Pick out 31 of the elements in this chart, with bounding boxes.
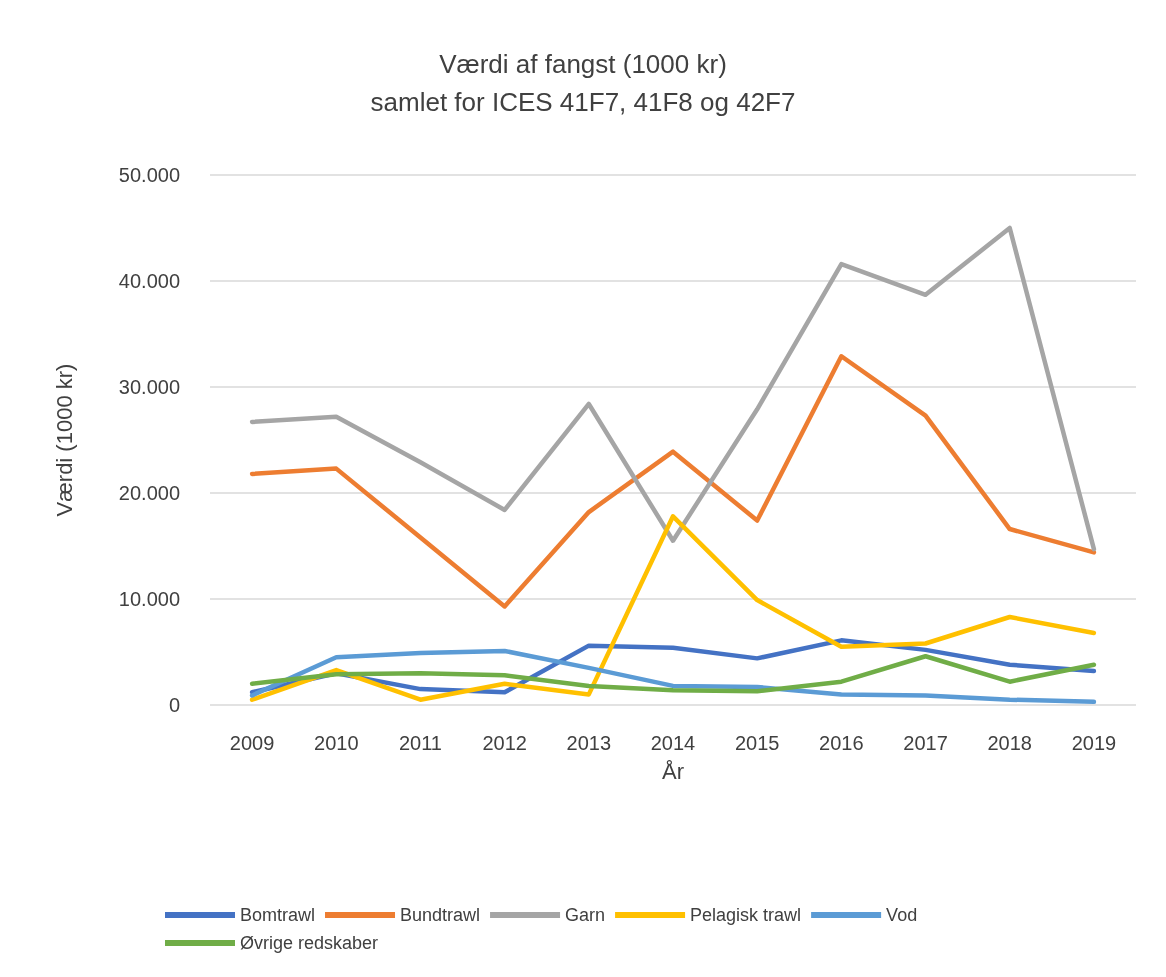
y-tick-label: 0	[168, 694, 180, 716]
y-tick-label: 50.000	[118, 164, 180, 186]
line-series	[249, 648, 1097, 705]
y-tick-label: 30.000	[118, 376, 180, 398]
x-tick-label: 2009	[229, 732, 275, 754]
legend-label: Bundtrawl	[400, 905, 481, 925]
line-series	[249, 225, 1097, 552]
x-tick-label: 2014	[650, 732, 696, 754]
line-series	[249, 514, 1097, 702]
x-tick-label: 2011	[398, 732, 442, 754]
legend-label: Øvrige redskaber	[240, 933, 379, 953]
x-tick-label: 2018	[987, 732, 1032, 754]
y-tick-label: 40.000	[118, 270, 180, 292]
legend-label: Pelagisk trawl	[690, 905, 802, 925]
x-tick-label: 2010	[314, 732, 359, 754]
y-tick-label: 10.000	[118, 588, 180, 610]
line-series	[249, 653, 1097, 694]
x-tick-label: 2016	[819, 732, 864, 754]
y-tick-label: 20.000	[118, 482, 180, 504]
legend-label: Garn	[565, 905, 606, 925]
x-tick-label: 2013	[566, 732, 612, 754]
y-axis-title: Værdi (1000 kr)	[51, 363, 77, 517]
line-series	[249, 354, 1097, 609]
x-tick-label: 2015	[734, 732, 780, 754]
x-tick-label: 2019	[1071, 732, 1117, 754]
legend-label: Bomtrawl	[240, 905, 316, 925]
x-axis-title: År	[662, 758, 684, 784]
x-tick-label: 2017	[903, 732, 948, 754]
legend-label: Vod	[886, 905, 918, 925]
x-tick-label: 2012	[482, 732, 527, 754]
chart-title: Værdi af fangst (1000 kr) samlet for ICES 41F7, 41F8 og 42F7	[370, 49, 796, 117]
